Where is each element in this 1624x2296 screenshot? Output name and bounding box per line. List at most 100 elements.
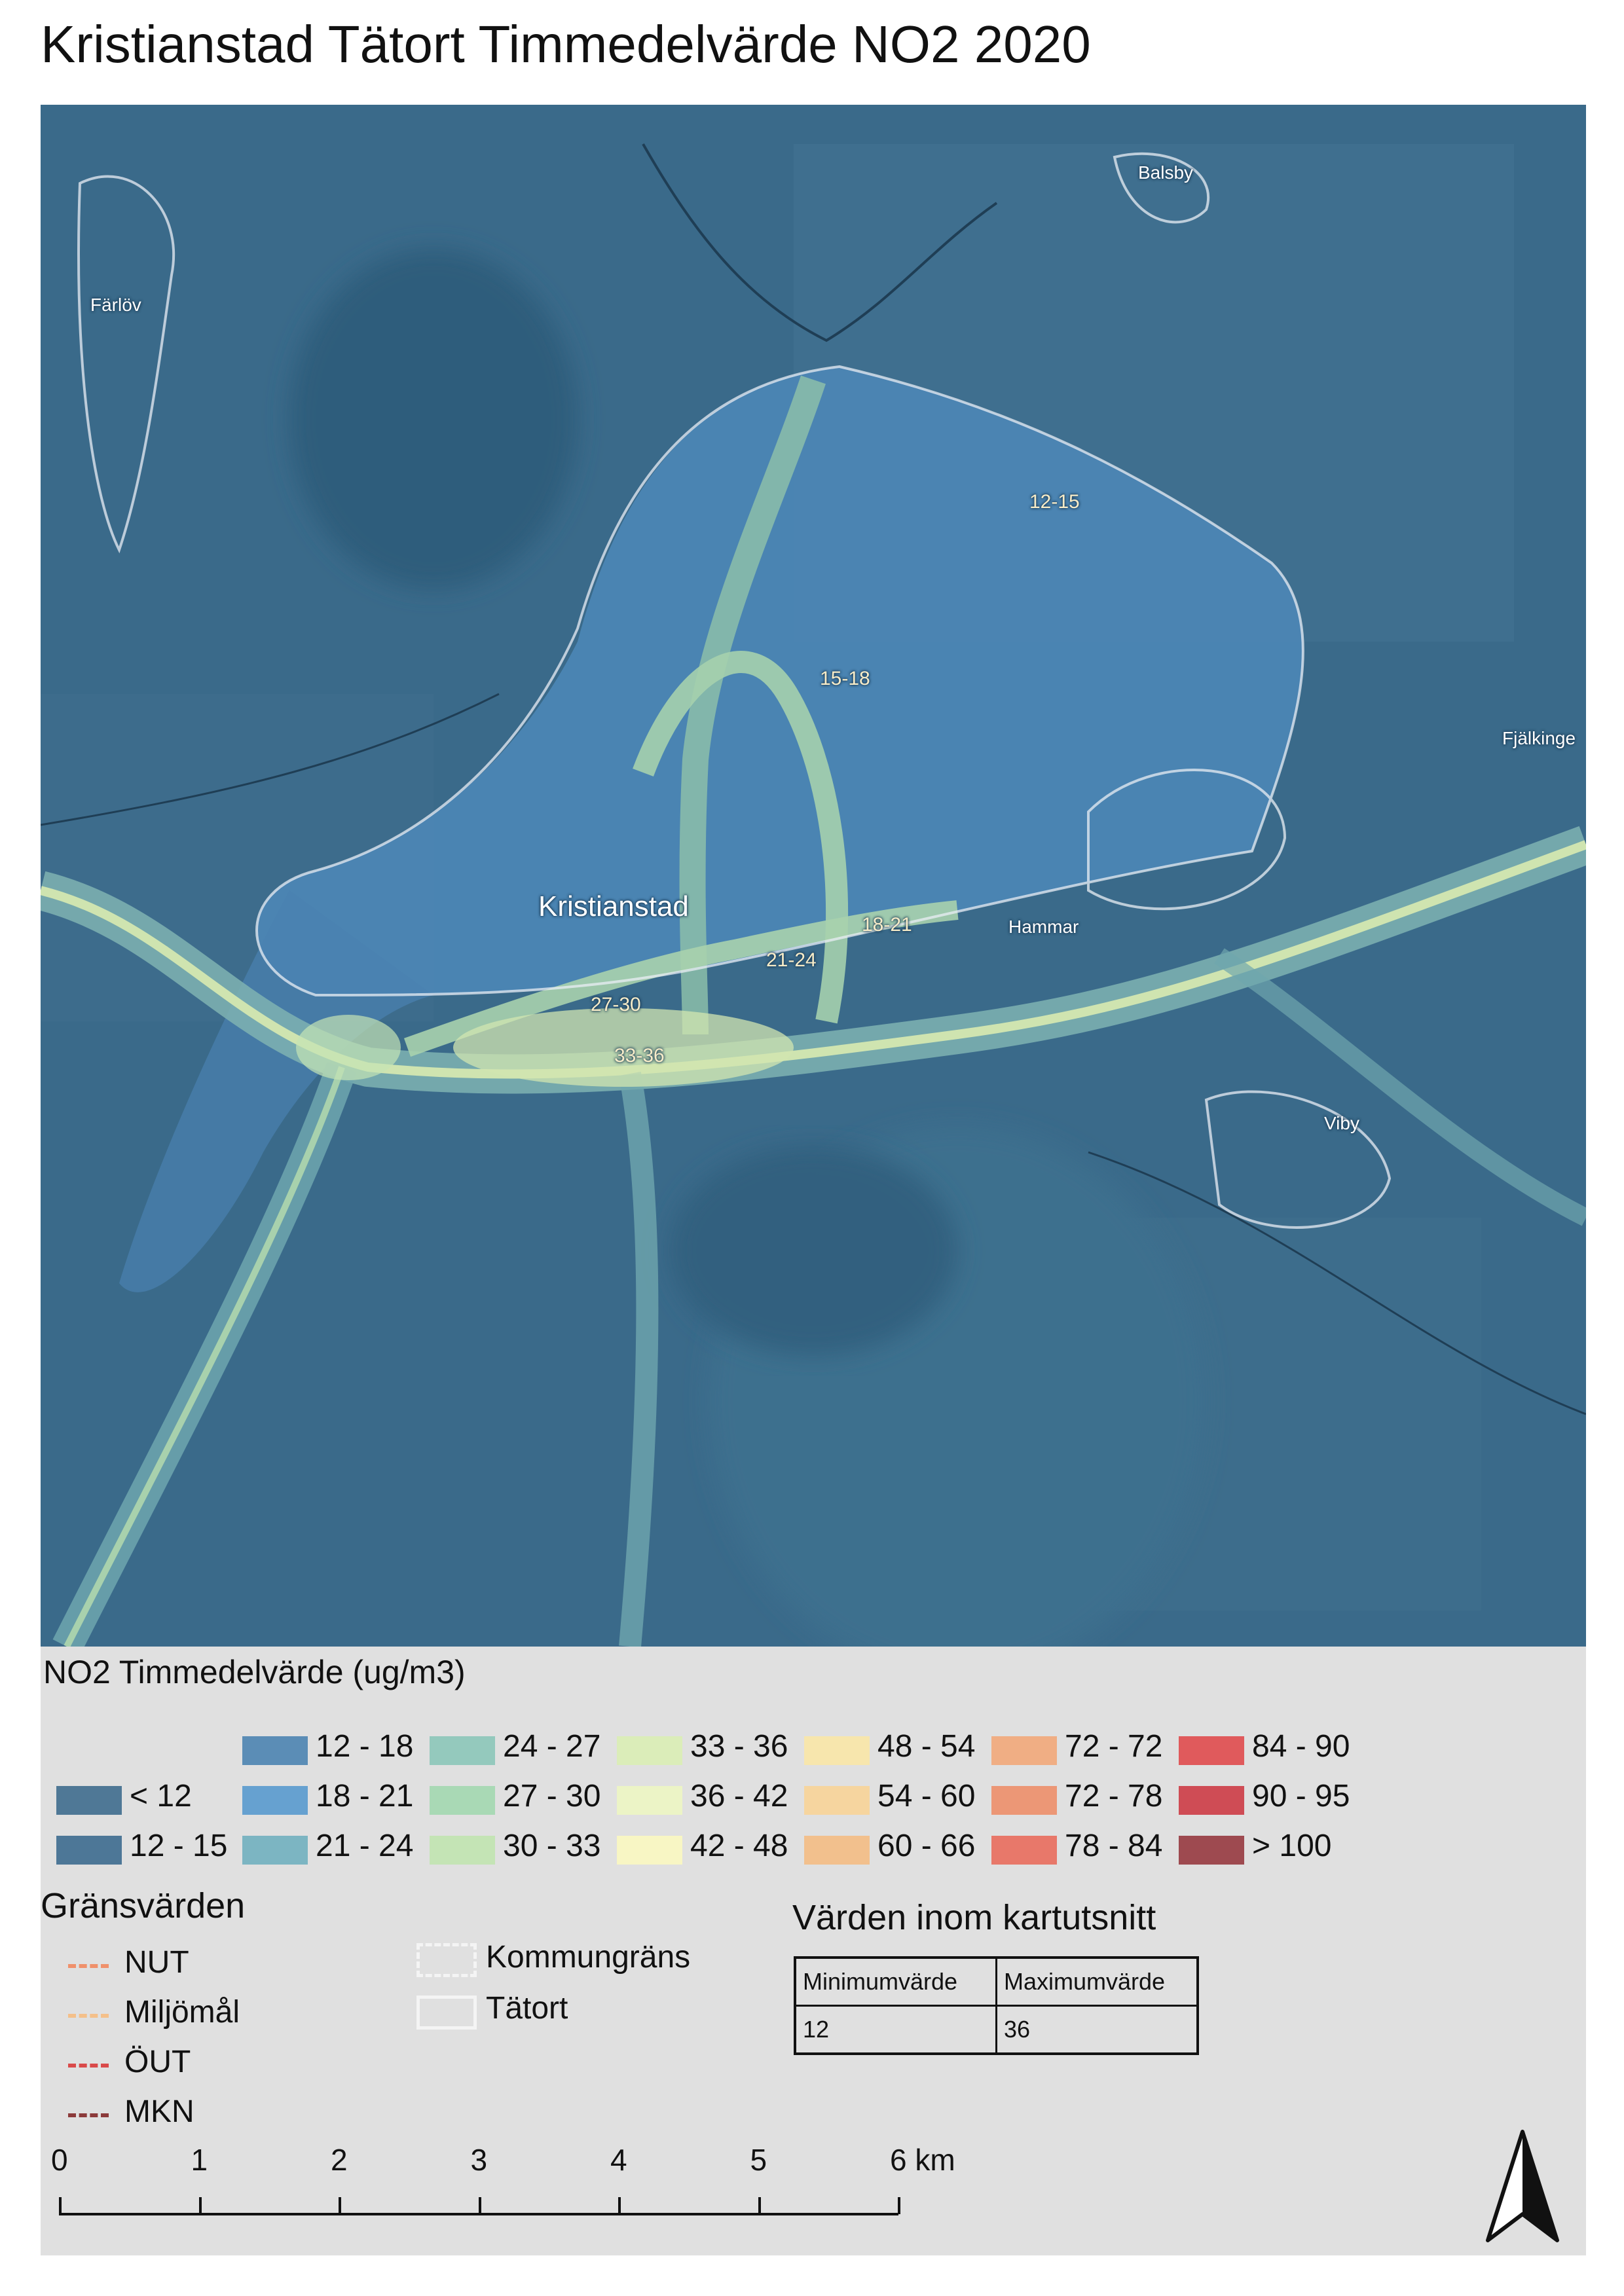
legend-swatch [56, 1836, 122, 1865]
scalebar-tick [478, 2197, 481, 2214]
legend-swatch [1179, 1736, 1244, 1765]
map-title: Kristianstad Tätort Timmedelvärde NO2 20… [41, 15, 1091, 73]
scalebar-tick [198, 2197, 202, 2214]
legend-title: NO2 Timmedelvärde (ug/m3) [43, 1654, 466, 1690]
legend-swatch [991, 1836, 1057, 1865]
legend-label: 18 - 21 [316, 1779, 414, 1813]
scalebar-label: 5 [750, 2143, 767, 2177]
legend-swatch [617, 1786, 682, 1815]
value-label-2: 15-18 [820, 668, 870, 689]
limit-label-miljomal: Miljömål [124, 1995, 240, 2030]
label-balsby: Balsby [1138, 162, 1194, 183]
road-south [619, 1072, 659, 1647]
label-kristianstad: Kristianstad [538, 890, 689, 922]
contour-line [41, 693, 500, 826]
scalebar-tick [339, 2197, 341, 2214]
legend-label: 84 - 90 [1252, 1729, 1350, 1764]
legend-label: 72 - 78 [1065, 1779, 1163, 1813]
legend-label: 12 - 15 [130, 1829, 228, 1863]
scalebar-tick [898, 2197, 900, 2214]
legend-label: 60 - 66 [877, 1829, 976, 1863]
legend-label: 27 - 30 [503, 1779, 601, 1813]
kommungrans-label: Kommungräns [486, 1940, 691, 1975]
legend-swatch [430, 1736, 495, 1765]
motorway-southwest-core [64, 1066, 345, 1647]
scalebar-line [59, 2213, 898, 2215]
limits-title: Gränsvärden [41, 1886, 246, 1925]
legend-swatch [617, 1736, 682, 1765]
scalebar-tick [59, 2197, 62, 2214]
legend-label: 78 - 84 [1065, 1829, 1163, 1863]
label-fjalkinge: Fjälkinge [1502, 728, 1576, 748]
road-east-viby [1214, 948, 1586, 1226]
no2-map[interactable]: Balsby Färlöv Fjälkinge Kristianstad Ham… [41, 105, 1586, 1647]
legend-label: 21 - 24 [316, 1829, 414, 1863]
road-inner-ring [633, 651, 849, 1024]
legend-swatch [242, 1836, 308, 1865]
road-cross [403, 900, 959, 1057]
values-header-max: Maximumvärde [995, 1956, 1199, 2007]
north-arrow-icon [1486, 2130, 1559, 2242]
legend-label: 30 - 33 [503, 1829, 601, 1863]
legend-swatch [242, 1786, 308, 1815]
legend-label: 36 - 42 [690, 1779, 788, 1813]
legend-swatch [1179, 1786, 1244, 1815]
values-box-title: Värden inom kartutsnitt [792, 1898, 1156, 1937]
contour-line-east [1088, 1151, 1586, 1415]
values-cell-min: 12 [794, 2005, 997, 2055]
legend-swatch [617, 1836, 682, 1865]
value-label-6: 33-36 [614, 1045, 665, 1066]
scalebar-label: 4 [610, 2143, 627, 2177]
scalebar-label: 6 km [890, 2143, 955, 2177]
limit-line-out [68, 2064, 109, 2068]
legend-label: 42 - 48 [690, 1829, 788, 1863]
tatort-boundaries [77, 152, 1392, 1229]
limit-line-miljomal [68, 2014, 109, 2018]
value-label-3: 18-21 [862, 914, 912, 936]
limit-label-mkn: MKN [124, 2094, 194, 2129]
legend-label: 48 - 54 [877, 1729, 976, 1764]
legend-swatch [804, 1736, 870, 1765]
values-cell-max: 36 [995, 2005, 1199, 2055]
urban-zone-west [119, 890, 434, 1292]
lake-east [669, 1146, 957, 1355]
scalebar-label: 3 [470, 2143, 488, 2177]
lake-north [289, 249, 578, 589]
value-label-4: 21-24 [766, 949, 817, 971]
scalebar-label: 0 [51, 2143, 68, 2177]
legend-label: < 12 [130, 1779, 192, 1813]
limit-line-nut [68, 1964, 109, 1968]
hotspot-west [296, 1015, 401, 1080]
legend-label: 33 - 36 [690, 1729, 788, 1764]
legend-label: 24 - 27 [503, 1729, 601, 1764]
values-header-min: Minimumvärde [794, 1956, 997, 2007]
legend-label: 54 - 60 [877, 1779, 976, 1813]
legend-swatch [804, 1786, 870, 1815]
legend-swatch [430, 1836, 495, 1865]
legend-swatch [56, 1786, 122, 1815]
label-viby: Viby [1324, 1113, 1359, 1133]
legend-swatch [804, 1836, 870, 1865]
scalebar-tick [618, 2197, 621, 2214]
legend-swatch [1179, 1836, 1244, 1865]
tatort-label: Tätort [486, 1991, 568, 2026]
legend-swatch [242, 1736, 308, 1765]
scalebar-tick [758, 2197, 761, 2214]
kommungrans-symbol [416, 1943, 477, 1977]
municipal-boundary [642, 143, 998, 342]
tatort-symbol [416, 1995, 477, 2030]
scalebar-label: 1 [191, 2143, 208, 2177]
legend-label: 90 - 95 [1252, 1779, 1350, 1813]
label-hammar: Hammar [1008, 917, 1079, 937]
limit-label-nut: NUT [124, 1945, 189, 1980]
limit-label-out: ÖUT [124, 2045, 191, 2079]
values-table: Minimumvärde Maximumvärde 12 36 [794, 1956, 1199, 2055]
map-canvas [41, 105, 1586, 1647]
scalebar-label: 2 [331, 2143, 348, 2177]
hotspot-center [453, 1008, 794, 1087]
legend-swatch [430, 1786, 495, 1815]
value-label-5: 27-30 [591, 994, 641, 1015]
label-farlov: Färlöv [90, 295, 141, 315]
legend-swatch [991, 1786, 1057, 1815]
legend-swatch [991, 1736, 1057, 1765]
